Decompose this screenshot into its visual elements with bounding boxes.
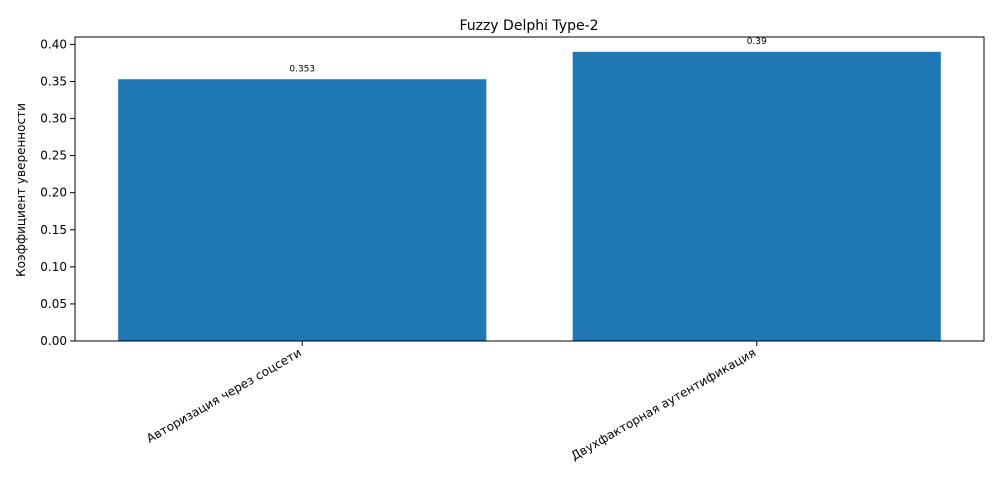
bar: [572, 51, 941, 341]
data-label: 0.39: [747, 37, 767, 47]
y-tick-label: 0.30: [40, 112, 67, 126]
x-tick-label: Авторизация через соцсети: [144, 345, 304, 445]
bar: [118, 79, 487, 341]
data-label: 0.353: [289, 64, 315, 74]
plot-area: 0.353 Авторизация через соцсети 0.39 Двухфа…: [40, 36, 985, 463]
axes-frame: [74, 36, 985, 342]
y-tick-label: 0.15: [40, 223, 67, 237]
y-tick-label: 0.05: [40, 297, 67, 311]
chart-title: Fuzzy Delphi Type-2: [459, 18, 598, 34]
y-tick-label: 0.00: [40, 334, 67, 348]
y-tick-label: 0.35: [40, 74, 67, 88]
y-tick-label: 0.20: [40, 186, 67, 200]
y-tick-label: 0.10: [40, 260, 67, 274]
y-axis-label: Коэффициент уверенности: [14, 103, 28, 277]
y-tick-label: 0.25: [40, 149, 67, 163]
y-tick-label: 0.40: [40, 37, 67, 51]
x-tick-label: Двухфакторная аутентификация: [569, 345, 759, 463]
